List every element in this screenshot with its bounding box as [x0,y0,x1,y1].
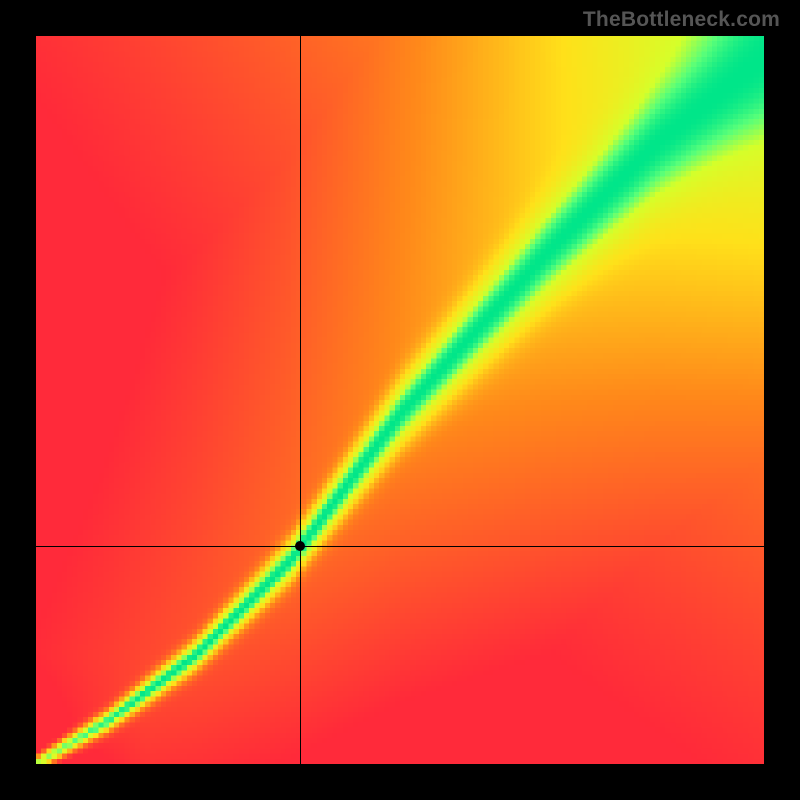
chart-container: TheBottleneck.com [0,0,800,800]
crosshair-horizontal [36,546,764,547]
heatmap-plot [36,36,764,764]
data-point-marker [295,541,305,551]
crosshair-vertical [300,36,301,764]
heatmap-canvas [36,36,764,764]
watermark-text: TheBottleneck.com [583,8,780,32]
